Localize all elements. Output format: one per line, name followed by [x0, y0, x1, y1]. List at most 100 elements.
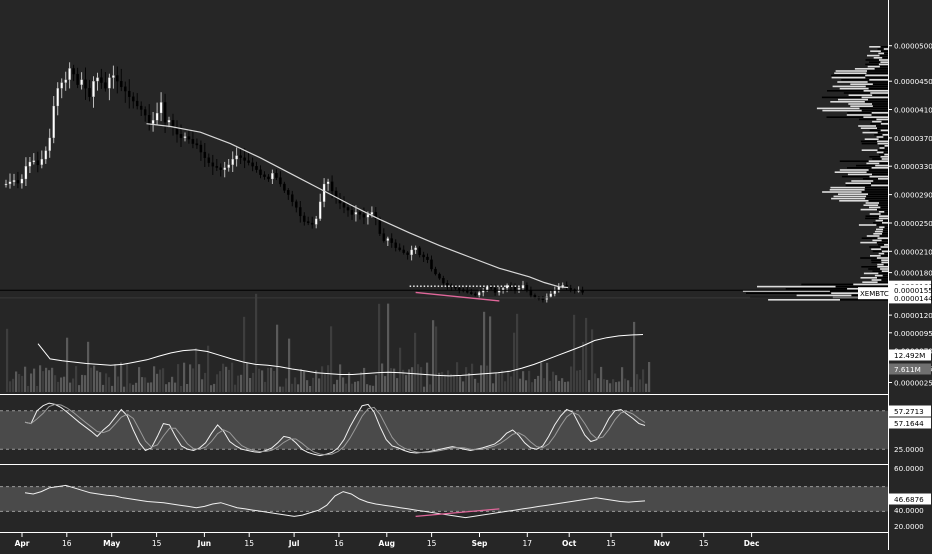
volume-bar: [111, 385, 114, 392]
volume-bar: [411, 367, 414, 392]
volume-bar: [21, 375, 24, 392]
volume-bar: [438, 372, 441, 392]
volume-bar: [33, 368, 36, 392]
candle-body: [521, 285, 525, 289]
volume-bar: [546, 362, 549, 392]
candle-body: [326, 181, 330, 185]
candle-body: [366, 214, 370, 218]
candle-body: [454, 286, 457, 289]
volume-bar: [216, 374, 219, 392]
candle-body: [243, 157, 246, 161]
volume-bar: [336, 379, 339, 392]
volume-bar: [156, 373, 159, 392]
volume-bar: [399, 347, 402, 392]
volume-profile-bar: [845, 182, 871, 184]
candle-body: [529, 290, 533, 296]
rsi-label-bg: [889, 493, 931, 505]
volume-profile-bar: [863, 90, 888, 92]
volume-profile-bar: [882, 57, 888, 59]
volume-profile-bar: [876, 125, 888, 127]
candle-body: [477, 292, 481, 296]
volume-bar: [126, 363, 129, 392]
candle-body: [422, 254, 425, 258]
candle-body: [446, 283, 449, 286]
volume-profile-bar: [859, 107, 888, 110]
volume-profile-bar: [869, 213, 881, 215]
volume-profile-bar: [833, 195, 867, 198]
volume-bar: [489, 316, 492, 392]
candle-body: [410, 249, 413, 256]
volume-bar: [162, 368, 165, 392]
volume-profile-bar: [877, 237, 888, 239]
volume-profile-bar: [860, 277, 877, 279]
volume-bar: [585, 317, 588, 392]
volume-profile-bar: [866, 72, 888, 74]
candle-body: [116, 75, 119, 82]
volume-bar: [552, 371, 555, 392]
volume-bar: [237, 375, 240, 392]
candle-body: [96, 77, 99, 82]
rsi-label-bg: [889, 462, 931, 474]
volume-bar: [597, 378, 600, 392]
volume-bar: [129, 383, 132, 392]
candle-body: [378, 218, 382, 234]
candle-body: [179, 134, 183, 138]
volume-profile-bar: [877, 208, 888, 211]
volume-bar: [303, 371, 306, 392]
volume-bar: [132, 384, 135, 392]
candle-body: [569, 288, 572, 290]
volume-bar: [96, 370, 99, 392]
rsi-label: 40.0000: [894, 506, 924, 515]
candle-body: [513, 286, 517, 290]
volume-bar: [570, 366, 573, 392]
volume-bar: [360, 371, 363, 392]
volume-profile-bar: [861, 96, 888, 99]
volume-bar: [150, 382, 153, 392]
rsi-band: [0, 486, 888, 512]
volume-bar: [627, 380, 630, 392]
volume-bar: [354, 381, 357, 392]
volume-bar: [294, 377, 297, 392]
symbol-tag: XEMBTC: [860, 290, 889, 298]
candle-body: [565, 285, 568, 289]
volume-bar: [624, 378, 627, 392]
candle-body: [374, 212, 378, 219]
volume-profile-bar: [880, 61, 888, 63]
price-tick-label: 0.00000250: [894, 379, 932, 388]
volume-profile-bar: [831, 74, 866, 77]
volume-bar: [420, 367, 423, 392]
volume-profile-bar: [867, 65, 880, 68]
candle-body: [104, 82, 107, 89]
volume-bar: [189, 364, 192, 392]
candle-body: [533, 295, 537, 298]
volume-bar: [93, 365, 96, 392]
volume-bar: [300, 369, 303, 392]
volume-profile-bar: [861, 266, 878, 268]
volume-bar: [177, 364, 180, 392]
volume-profile-bar: [860, 208, 877, 211]
volume-profile-bar: [882, 134, 888, 136]
volume-profile-bar: [868, 193, 888, 195]
volume-bar: [444, 374, 447, 392]
volume-ma-line: [37, 334, 644, 377]
candle-body: [426, 256, 429, 260]
volume-profile-bar: [864, 138, 879, 140]
volume-profile-bar: [864, 101, 888, 103]
volume-bar: [105, 373, 108, 392]
volume-profile-bar: [868, 200, 888, 202]
volume-bar: [30, 373, 33, 392]
volume-profile-bar: [841, 175, 870, 178]
volume-bar: [69, 382, 72, 392]
volume-bar: [372, 385, 375, 392]
volume-bar: [414, 332, 417, 392]
candle-body: [517, 288, 521, 290]
volume-bar: [459, 376, 462, 392]
time-tick-label: Oct: [562, 539, 577, 548]
time-tick-label: Jul: [288, 539, 300, 548]
volume-profile-bar: [867, 70, 888, 72]
volume-bar: [291, 383, 294, 392]
volume-bar: [396, 378, 399, 392]
